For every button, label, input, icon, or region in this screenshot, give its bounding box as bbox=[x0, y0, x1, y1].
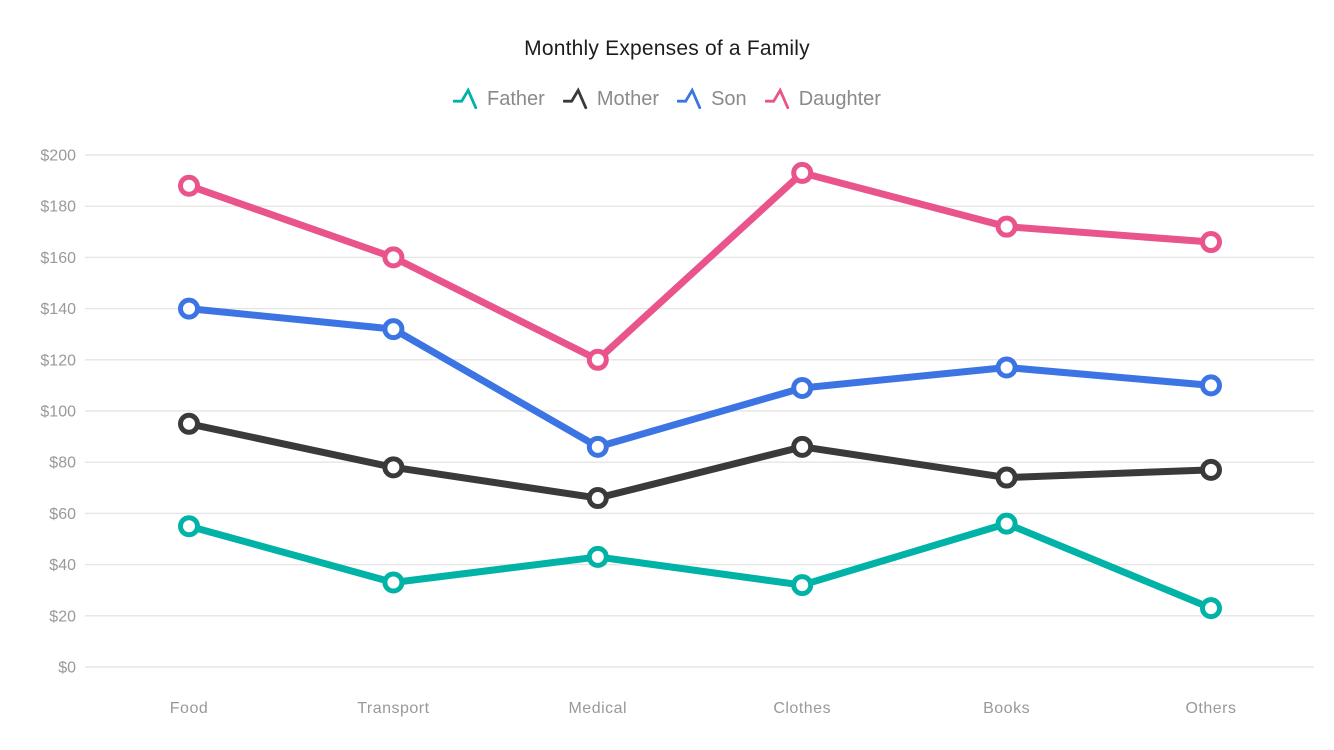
data-point-marker-daughter[interactable] bbox=[586, 348, 609, 371]
legend-item-son[interactable]: Son bbox=[677, 86, 747, 112]
y-axis-tick-label: $80 bbox=[49, 455, 76, 472]
data-point-marker-son[interactable] bbox=[382, 318, 405, 341]
data-point-marker-mother[interactable] bbox=[791, 435, 814, 458]
y-axis-tick-label: $0 bbox=[58, 660, 76, 677]
series-line-daughter bbox=[185, 169, 1215, 364]
y-axis-tick-label: $140 bbox=[40, 301, 76, 318]
chart-title: Monthly Expenses of a Family bbox=[524, 37, 810, 60]
legend-label: Mother bbox=[596, 87, 660, 110]
data-point-marker-father[interactable] bbox=[791, 574, 814, 597]
data-point-marker-daughter[interactable] bbox=[1200, 231, 1222, 254]
series-line-father bbox=[185, 520, 1215, 612]
data-point-marker-mother[interactable] bbox=[995, 466, 1018, 489]
data-point-marker-daughter[interactable] bbox=[382, 246, 405, 269]
legend-label: Son bbox=[711, 87, 747, 110]
y-axis-tick-label: $160 bbox=[40, 250, 76, 267]
line-series-icon bbox=[562, 87, 588, 110]
x-axis-category-label: Medical bbox=[568, 700, 627, 717]
x-axis-category-label: Transport bbox=[357, 700, 429, 717]
data-point-marker-son[interactable] bbox=[178, 297, 200, 320]
chart-legend: Father Mother Son Daughter bbox=[0, 86, 1334, 112]
legend-item-daughter[interactable]: Daughter bbox=[764, 86, 881, 112]
data-point-marker-son[interactable] bbox=[995, 356, 1018, 379]
legend-label: Father bbox=[487, 87, 545, 110]
legend-item-mother[interactable]: Mother bbox=[562, 86, 660, 112]
data-point-marker-daughter[interactable] bbox=[995, 215, 1018, 238]
line-series-icon bbox=[677, 87, 702, 110]
data-point-marker-father[interactable] bbox=[178, 515, 200, 538]
data-point-marker-daughter[interactable] bbox=[791, 161, 814, 184]
y-axis-tick-label: $120 bbox=[40, 352, 76, 369]
x-axis-category-label: Clothes bbox=[773, 700, 831, 717]
series-line-mother bbox=[185, 420, 1215, 502]
x-axis-category-label: Others bbox=[1185, 700, 1236, 717]
data-point-marker-mother[interactable] bbox=[178, 412, 200, 435]
data-point-marker-son[interactable] bbox=[586, 435, 609, 458]
x-axis-category-label: Food bbox=[170, 700, 208, 717]
y-axis-tick-label: $60 bbox=[49, 506, 76, 523]
series-line-son bbox=[185, 305, 1215, 451]
data-point-marker-father[interactable] bbox=[995, 512, 1018, 535]
x-axis-category-label: Books bbox=[983, 700, 1030, 717]
data-point-marker-mother[interactable] bbox=[382, 456, 405, 479]
data-point-marker-father[interactable] bbox=[382, 571, 405, 594]
data-point-marker-mother[interactable] bbox=[586, 487, 609, 510]
y-axis-tick-label: $40 bbox=[49, 557, 76, 574]
data-point-marker-daughter[interactable] bbox=[178, 174, 200, 197]
y-axis-tick-label: $200 bbox=[40, 148, 76, 165]
data-point-marker-father[interactable] bbox=[586, 545, 609, 568]
y-axis-tick-label: $100 bbox=[40, 404, 76, 421]
data-point-marker-son[interactable] bbox=[1200, 374, 1222, 397]
data-point-marker-son[interactable] bbox=[791, 376, 814, 399]
y-axis-tick-label: $20 bbox=[49, 608, 76, 625]
data-point-marker-mother[interactable] bbox=[1200, 458, 1222, 481]
data-point-marker-father[interactable] bbox=[1200, 597, 1222, 620]
legend-item-father[interactable]: Father bbox=[453, 86, 545, 112]
line-series-icon bbox=[764, 87, 789, 110]
y-axis-tick-label: $180 bbox=[40, 199, 76, 216]
line-series-icon bbox=[453, 87, 478, 110]
legend-label: Daughter bbox=[798, 87, 881, 110]
